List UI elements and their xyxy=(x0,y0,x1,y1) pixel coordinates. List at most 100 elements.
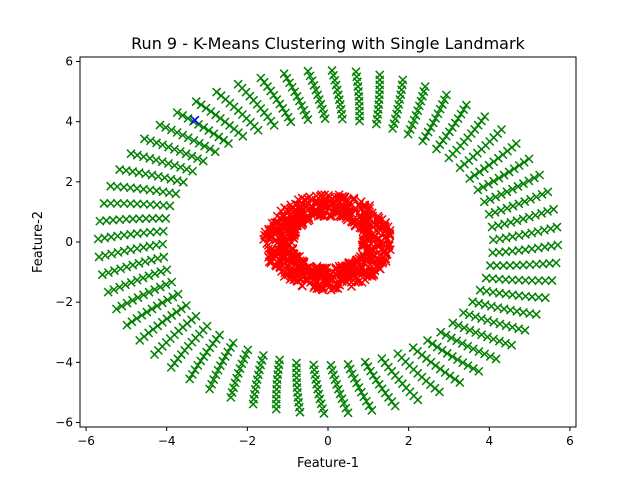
scatter-point-inner-ring xyxy=(384,241,394,251)
scatter-point-inner-ring xyxy=(323,273,333,283)
scatter-point-outer-ring xyxy=(147,304,157,314)
scatter-point-outer-ring xyxy=(190,365,200,375)
scatter-point-outer-ring xyxy=(482,332,492,342)
scatter-point-outer-ring xyxy=(187,369,197,379)
scatter-point-outer-ring xyxy=(181,149,191,159)
scatter-point-outer-ring xyxy=(489,157,499,167)
scatter-point-outer-ring xyxy=(390,401,400,411)
scatter-point-inner-ring xyxy=(385,231,395,241)
scatter-point-outer-ring xyxy=(363,362,373,372)
scatter-point-outer-ring xyxy=(552,222,562,232)
scatter-point-inner-ring xyxy=(265,249,275,259)
scatter-point-outer-ring xyxy=(524,212,534,222)
scatter-point-outer-ring xyxy=(189,135,199,146)
scatter-point-outer-ring xyxy=(492,261,502,271)
scatter-point-inner-ring xyxy=(354,199,364,209)
scatter-point-outer-ring xyxy=(155,282,165,292)
scatter-point-outer-ring xyxy=(137,310,147,320)
scatter-point-inner-ring xyxy=(318,205,328,215)
scatter-point-outer-ring xyxy=(204,126,214,136)
scatter-point-outer-ring xyxy=(441,330,451,340)
scatter-point-outer-ring xyxy=(239,354,249,364)
scatter-point-outer-ring xyxy=(208,339,218,349)
scatter-point-outer-ring xyxy=(496,189,506,199)
scatter-point-inner-ring xyxy=(362,267,372,277)
scatter-point-outer-ring xyxy=(126,277,136,287)
scatter-point-inner-ring xyxy=(297,280,307,291)
scatter-point-outer-ring xyxy=(209,375,219,385)
scatter-point-outer-ring xyxy=(93,234,103,244)
scatter-point-outer-ring xyxy=(220,351,230,362)
scatter-point-inner-ring xyxy=(357,242,367,252)
scatter-point-outer-ring xyxy=(271,404,281,414)
scatter-point-outer-ring xyxy=(439,95,449,105)
scatter-point-outer-ring xyxy=(474,346,484,357)
scatter-point-inner-ring xyxy=(373,239,383,249)
x-tick-label: 6 xyxy=(566,434,574,448)
scatter-point-outer-ring xyxy=(514,160,524,171)
scatter-point-outer-ring xyxy=(343,408,353,418)
scatter-point-outer-ring xyxy=(205,144,215,154)
scatter-point-outer-ring xyxy=(540,276,550,286)
scatter-point-outer-ring xyxy=(499,170,509,180)
scatter-point-outer-ring xyxy=(182,164,192,174)
scatter-point-outer-ring xyxy=(502,187,512,197)
scatter-point-inner-ring xyxy=(341,207,351,217)
scatter-point-outer-ring xyxy=(201,103,211,113)
scatter-point-outer-ring xyxy=(447,352,457,362)
scatter-point-inner-ring xyxy=(318,285,328,295)
scatter-point-outer-ring xyxy=(507,340,517,350)
scatter-point-outer-ring xyxy=(489,317,499,327)
scatter-point-inner-ring xyxy=(373,211,383,221)
scatter-point-inner-ring xyxy=(262,238,272,249)
scatter-point-outer-ring xyxy=(128,260,138,270)
scatter-point-outer-ring xyxy=(446,333,456,343)
scatter-point-outer-ring xyxy=(282,73,292,83)
scatter-point-outer-ring xyxy=(162,265,172,275)
y-axis-ticks: −6 −4 −2 0 2 4 6 xyxy=(55,55,80,429)
scatter-point-outer-ring xyxy=(157,317,167,327)
scatter-point-outer-ring xyxy=(286,117,296,127)
scatter-point-outer-ring xyxy=(494,173,504,183)
scatter-point-outer-ring xyxy=(526,194,536,204)
scatter-point-outer-ring xyxy=(405,124,415,135)
scatter-point-outer-ring xyxy=(135,335,145,345)
chart-title: Run 9 - K-Means Clustering with Single L… xyxy=(131,34,525,53)
scatter-point-outer-ring xyxy=(150,269,160,279)
scatter-point-outer-ring xyxy=(468,364,478,374)
scatter-point-outer-ring xyxy=(187,151,197,161)
scatter-point-outer-ring xyxy=(157,157,167,167)
scatter-point-outer-ring xyxy=(345,364,355,374)
scatter-point-inner-ring xyxy=(341,270,351,280)
scatter-point-outer-ring xyxy=(453,320,463,330)
scatter-point-outer-ring xyxy=(418,136,428,146)
scatter-point-inner-ring xyxy=(311,191,321,201)
scatter-point-outer-ring xyxy=(438,135,448,145)
scatter-point-outer-ring xyxy=(138,273,148,283)
scatter-point-outer-ring xyxy=(327,66,337,76)
scatter-point-outer-ring xyxy=(115,282,125,292)
scatter-point-outer-ring xyxy=(299,105,309,115)
scatter-point-inner-ring xyxy=(314,202,324,212)
scatter-point-outer-ring xyxy=(207,379,217,389)
scatter-point-outer-ring xyxy=(112,198,122,208)
scatter-point-outer-ring xyxy=(122,298,132,308)
scatter-point-outer-ring xyxy=(266,86,276,96)
scatter-point-outer-ring xyxy=(169,144,179,154)
scatter-point-outer-ring xyxy=(272,95,282,105)
scatter-point-outer-ring xyxy=(458,308,468,318)
scatter-point-outer-ring xyxy=(509,164,519,174)
x-tick-label: 2 xyxy=(405,434,413,448)
scatter-point-outer-ring xyxy=(474,366,484,376)
scatter-point-outer-ring xyxy=(285,78,295,88)
scatter-point-outer-ring xyxy=(157,298,167,308)
scatter-point-inner-ring xyxy=(367,265,377,275)
scatter-point-outer-ring xyxy=(141,214,151,224)
scatter-point-outer-ring xyxy=(421,131,431,142)
scatter-point-outer-ring xyxy=(504,167,514,177)
scatter-point-outer-ring xyxy=(140,257,150,267)
scatter-point-outer-ring xyxy=(553,240,563,250)
scatter-point-outer-ring xyxy=(161,122,171,133)
scatter-point-outer-ring xyxy=(435,104,445,114)
scatter-point-inner-ring xyxy=(307,210,317,220)
